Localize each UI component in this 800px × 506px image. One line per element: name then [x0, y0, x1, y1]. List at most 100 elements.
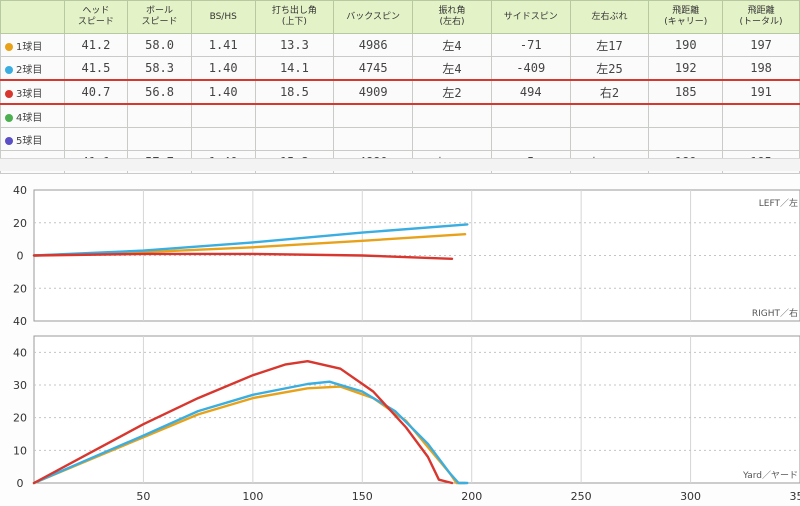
- x-tick-label: 350: [790, 490, 800, 503]
- column-header: 打ち出し角 (上下): [254, 0, 335, 34]
- table-row[interactable]: 3球目 40.7 56.8 1.40 18.5 4909 左2 494 右2 185 191: [0, 79, 800, 105]
- column-header-line2: (トータル): [739, 17, 783, 27]
- table-cell: [63, 127, 129, 151]
- x-axis-label: Yard／ヤード: [742, 470, 798, 481]
- table-cell: 4745: [333, 56, 414, 81]
- series-dot-icon: [5, 65, 13, 74]
- table-cell: 41.5: [63, 56, 129, 81]
- table-cell: 1.40: [190, 79, 256, 105]
- table-cell: 左17: [569, 33, 650, 57]
- row-label-text: 5球目: [16, 135, 43, 147]
- table-cell: [254, 103, 335, 128]
- table-cell: [569, 103, 650, 128]
- column-header-line1: ボール: [146, 6, 174, 16]
- shot-data-table: ヘッド スピード ボール スピード BS/HS 打ち出し角 (上下) バックスピン 振れ角 (左右…: [0, 0, 800, 174]
- series-dot-icon: [5, 136, 13, 145]
- table-cell: [648, 127, 724, 151]
- table-cell: [569, 127, 650, 151]
- column-header: [0, 0, 65, 34]
- table-cell: [190, 103, 256, 128]
- row-label-text: 1球目: [16, 41, 43, 53]
- column-header-line2: (左右): [439, 17, 465, 27]
- table-body: 1球目 41.2 58.0 1.41 13.3 4986 左4 -71 左17 190 197 2球目…: [0, 33, 800, 174]
- table-cell: 58.3: [127, 56, 192, 81]
- table-cell: 197: [722, 33, 800, 57]
- series-line: [32, 360, 454, 485]
- table-header-row: ヘッド スピード ボール スピード BS/HS 打ち出し角 (上下) バックスピン 振れ角 (左右…: [0, 0, 800, 34]
- table-cell: [127, 127, 192, 151]
- table-row[interactable]: 2球目 41.5 58.3 1.40 14.1 4745 左4 -409 左25 192 198: [0, 56, 800, 81]
- column-header-line2: スピード: [141, 17, 178, 27]
- series-dot-icon: [5, 42, 13, 51]
- row-label-text: 2球目: [16, 64, 43, 76]
- column-header-line1: 飛距離: [672, 6, 700, 16]
- table-cell: [333, 127, 414, 151]
- row-label: 3球目: [0, 79, 65, 105]
- y-tick-label: 40: [13, 184, 27, 197]
- table-cell: 494: [490, 79, 571, 105]
- table-cell: [722, 127, 800, 151]
- row-label: 2球目: [0, 56, 65, 81]
- y-tick-label: 20: [13, 282, 27, 295]
- x-tick-label: 250: [571, 490, 592, 503]
- table-cell: 41.2: [63, 33, 129, 57]
- series-dot-icon: [5, 113, 13, 122]
- column-header: ヘッド スピード: [63, 0, 129, 34]
- table-cell: 192: [648, 56, 724, 81]
- row-label: 5球目: [0, 127, 65, 151]
- column-header-line1: バックスピン: [346, 11, 401, 22]
- column-header-line1: 振れ角: [438, 6, 466, 16]
- plot-area: [33, 189, 800, 322]
- table-cell: 左25: [569, 56, 650, 81]
- table-cell: [254, 127, 335, 151]
- series-line: [32, 380, 469, 485]
- y-tick-label: 40: [13, 315, 27, 328]
- column-header-line1: サイドスピン: [503, 11, 558, 22]
- x-tick-label: 50: [136, 490, 150, 503]
- table-cell: -409: [490, 56, 571, 81]
- column-header: 左右ぶれ: [569, 0, 650, 34]
- table-cell: 4986: [333, 33, 414, 57]
- table-cell: 18.5: [254, 79, 335, 105]
- table-cell: [412, 127, 492, 151]
- table-cell: [127, 103, 192, 128]
- table-cell: [490, 127, 571, 151]
- table-cell: 190: [648, 33, 724, 57]
- table-cell: 191: [722, 79, 800, 105]
- table-cell: 左4: [412, 33, 492, 57]
- row-label-text: 3球目: [16, 88, 43, 100]
- table-cell: [648, 103, 724, 128]
- column-header: サイドスピン: [490, 0, 571, 34]
- table-row[interactable]: 4球目: [0, 103, 800, 128]
- x-tick-label: 150: [352, 490, 373, 503]
- table-cell: [490, 103, 571, 128]
- table-cell: -71: [490, 33, 571, 57]
- row-label: 4球目: [0, 103, 65, 128]
- section-divider: [0, 158, 800, 171]
- table-cell: [63, 103, 129, 128]
- row-label-text: 4球目: [16, 112, 43, 124]
- column-header-line2: (キャリー): [664, 17, 708, 27]
- y-tick-label: 0: [17, 477, 24, 490]
- table-cell: 右2: [569, 79, 650, 105]
- column-header: BS/HS: [190, 0, 256, 34]
- column-header-line1: 打ち出し角: [271, 6, 317, 16]
- y-tick-label: 20: [13, 412, 27, 425]
- table-cell: 4909: [333, 79, 414, 105]
- table-row[interactable]: 5球目: [0, 127, 800, 151]
- table-cell: 1.41: [190, 33, 256, 57]
- table-cell: [412, 103, 492, 128]
- y-tick-label: 30: [13, 379, 27, 392]
- row-label: 1球目: [0, 33, 65, 57]
- x-tick-label: 300: [680, 490, 701, 503]
- series-line: [32, 223, 469, 257]
- table-row[interactable]: 1球目 41.2 58.0 1.41 13.3 4986 左4 -71 左17 190 197: [0, 33, 800, 57]
- lateral-deviation-chart: 40 20 0 20 40 LEFT／左 RIGHT／右: [13, 184, 800, 328]
- table-cell: [190, 127, 256, 151]
- table-cell: 14.1: [254, 56, 335, 81]
- column-header-line2: スピード: [77, 17, 114, 27]
- column-header: バックスピン: [333, 0, 414, 34]
- x-tick-label: 100: [242, 490, 263, 503]
- column-header-line2: (上下): [281, 17, 307, 27]
